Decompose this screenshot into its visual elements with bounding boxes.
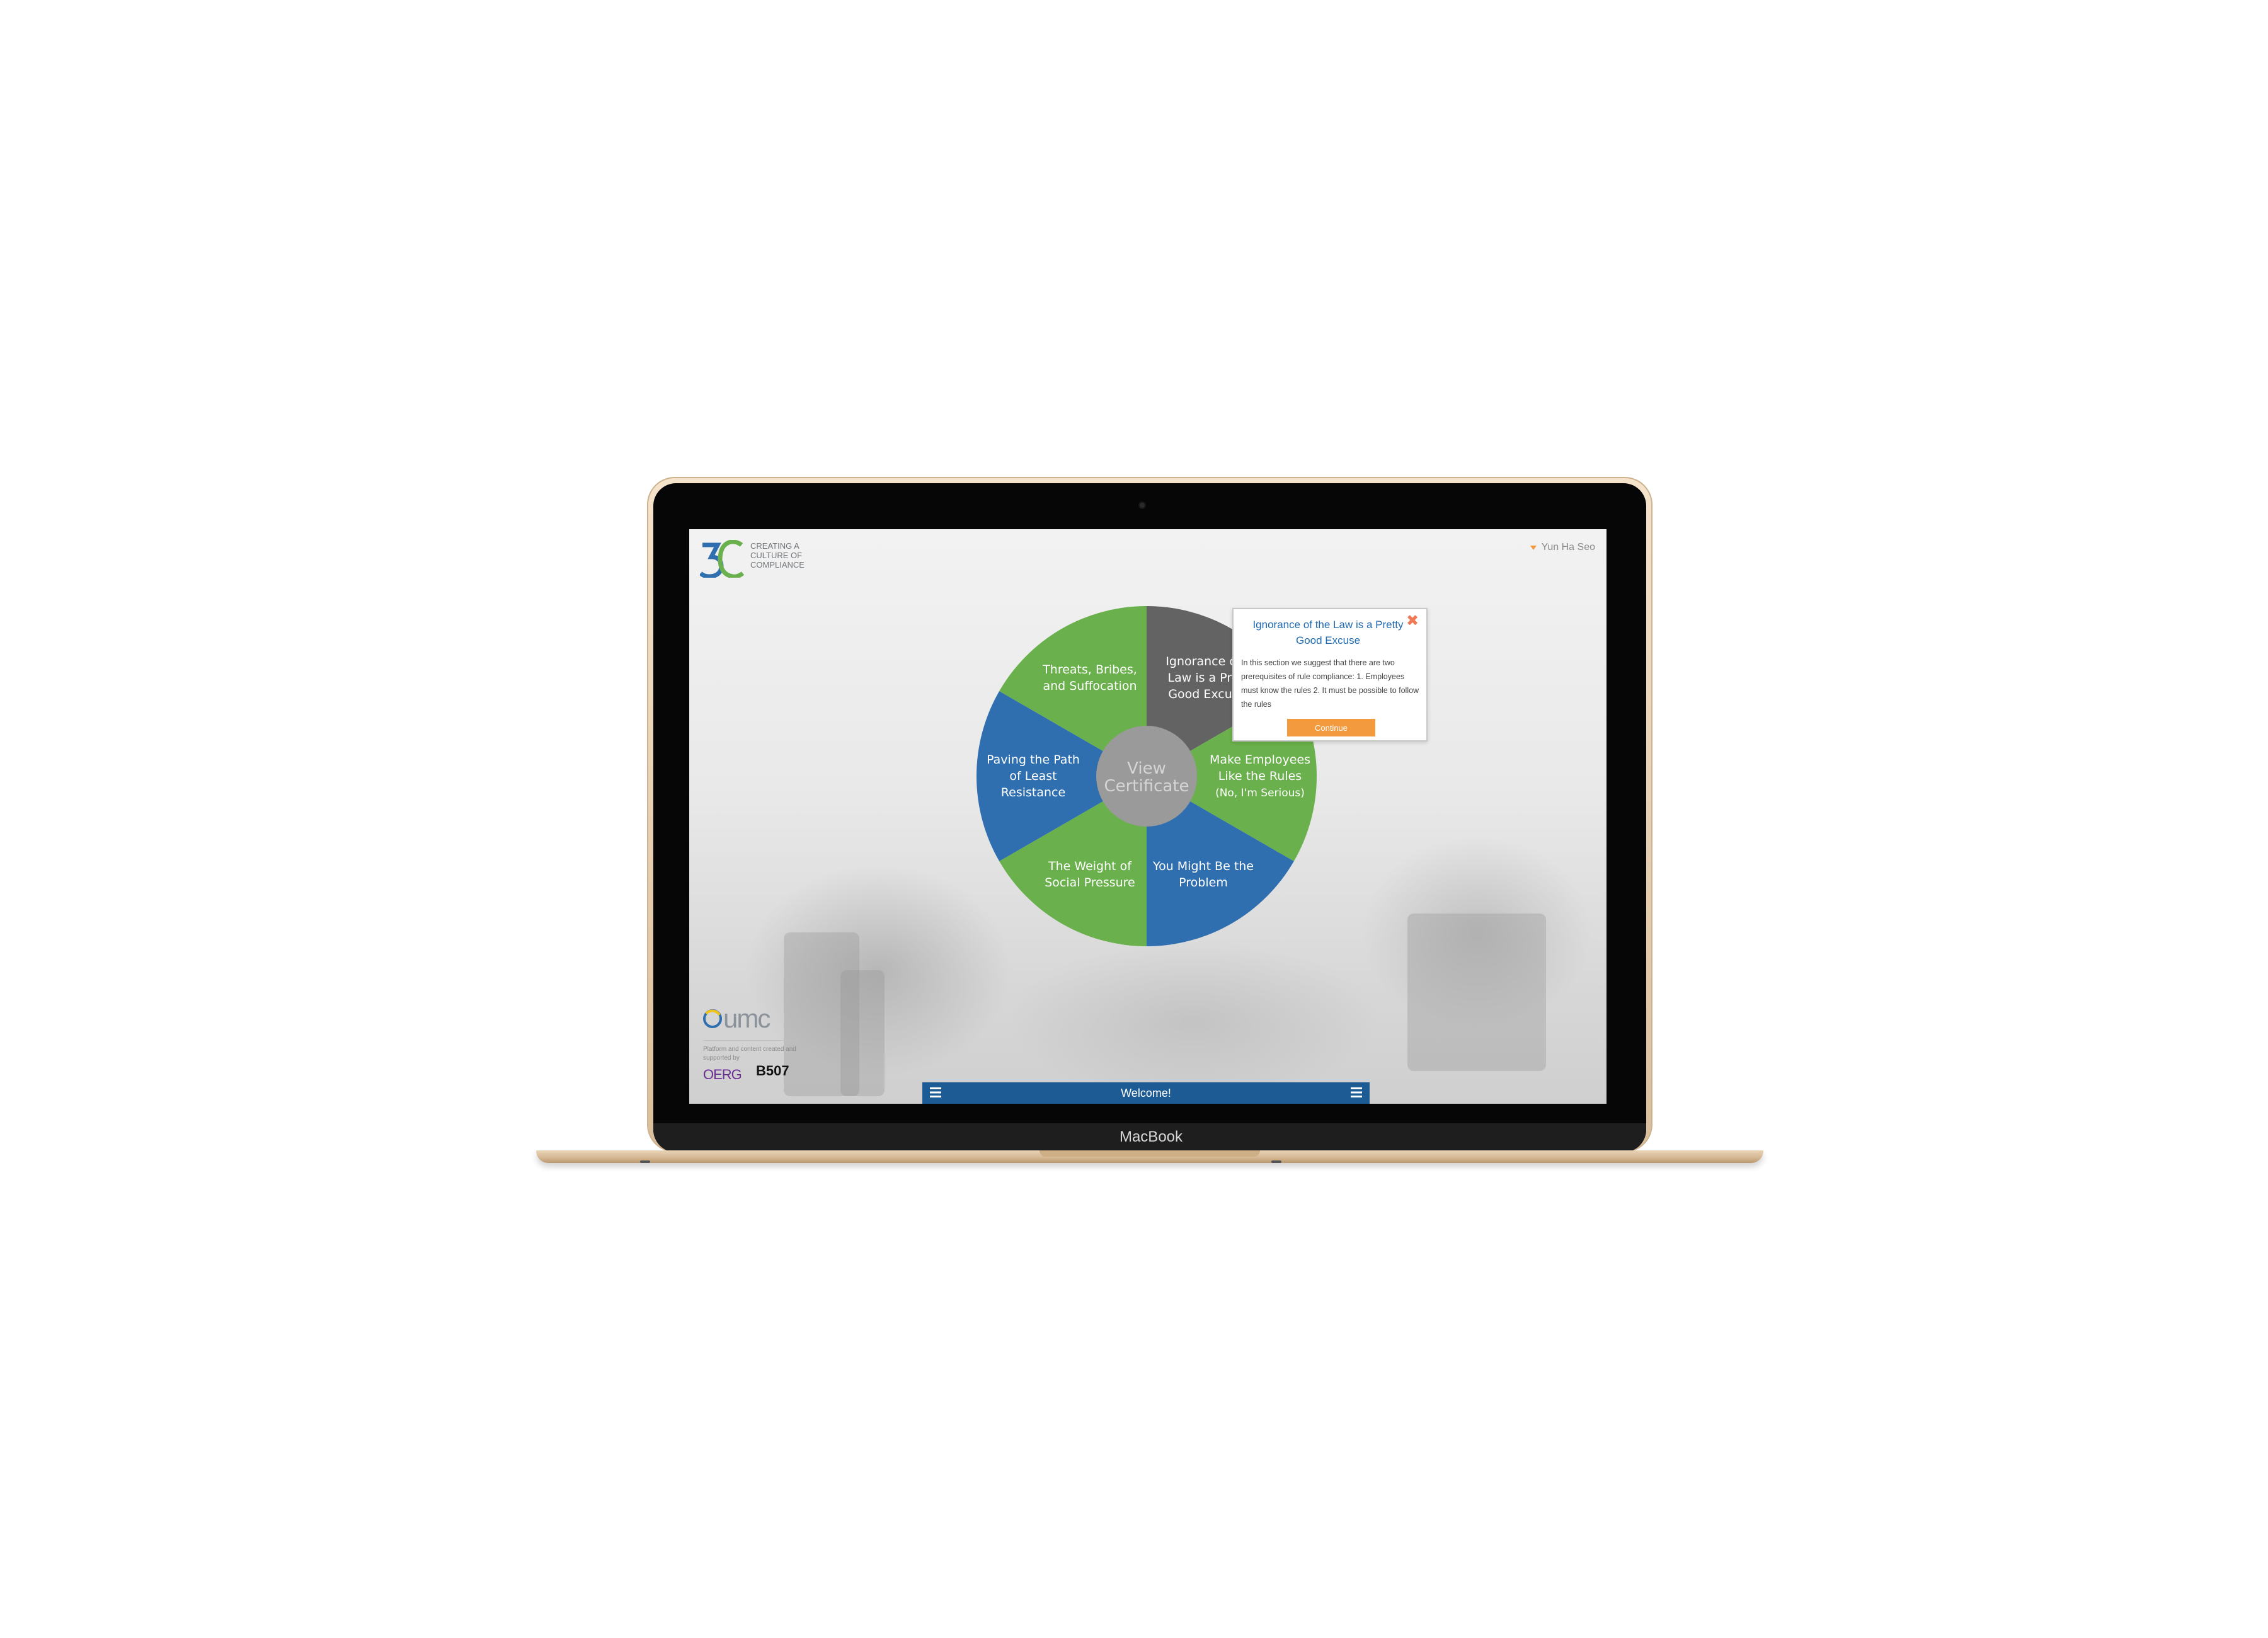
umc-logo[interactable]: umc <box>701 999 795 1034</box>
b507-logo[interactable]: B507 <box>756 1063 789 1079</box>
bezel-chin <box>653 1123 1646 1152</box>
laptop-notch <box>1040 1150 1260 1157</box>
module-popup: Ignorance of the Law is a Pretty Good Ex… <box>1232 608 1428 742</box>
brand-logo[interactable]: CREATING A CULTURE OF COMPLIANCE <box>700 540 813 578</box>
oerg-logo[interactable]: OERG <box>703 1067 742 1082</box>
camera-icon <box>1138 501 1146 509</box>
continue-button[interactable]: Continue <box>1287 719 1375 736</box>
view-certificate-label: View Certificate <box>1104 759 1189 796</box>
wheel-segment-label: Make Employees Like the Rules (No, I'm Ser… <box>1210 753 1310 799</box>
background-photo-shape <box>784 932 859 1096</box>
laptop-base <box>536 1150 1763 1163</box>
background-photo-shape <box>840 970 885 1096</box>
brand-tagline: CREATING A CULTURE OF COMPLIANCE <box>750 541 813 570</box>
brand-tagline-line: CULTURE OF <box>750 551 803 560</box>
sponsor-block: umc Platform and content created and sup… <box>701 999 801 1099</box>
user-name: Yun Ha Seo <box>1541 542 1595 553</box>
device-label: MacBook <box>1119 1128 1183 1145</box>
user-menu[interactable]: Yun Ha Seo <box>1530 541 1595 554</box>
chevron-down-icon <box>1530 545 1537 550</box>
divider <box>703 1040 798 1041</box>
wheel-segment-social[interactable] <box>999 776 1147 946</box>
wheel-segment-problem[interactable] <box>1147 776 1294 946</box>
umc-wordmark: umc <box>723 1004 770 1033</box>
close-icon[interactable]: ✖ <box>1406 612 1419 629</box>
wheel-segment-label: Paving the Path of Least Resistance <box>987 753 1080 799</box>
view-certificate-button[interactable] <box>1096 726 1197 827</box>
background-photo-shape <box>1407 914 1546 1071</box>
popup-title: Ignorance of the Law is a Pretty Good Ex… <box>1252 619 1404 646</box>
menu-icon[interactable] <box>930 1087 941 1097</box>
welcome-bar: Welcome! <box>922 1082 1370 1104</box>
laptop-foot <box>1271 1160 1281 1163</box>
popup-body: In this section we suggest that there ar… <box>1241 658 1419 709</box>
brand-tagline-line: COMPLIANCE <box>750 560 805 570</box>
wheel-segment-label: You Might Be the Problem <box>1152 859 1254 890</box>
wheel-segment-label: Threats, Bribes, and Suffocation <box>1042 663 1137 693</box>
brand-3c-icon <box>700 540 744 578</box>
wheel-segment-path[interactable] <box>976 691 1147 861</box>
sponsor-caption: Platform and content created and support… <box>703 1046 796 1062</box>
app-screen: CREATING A CULTURE OF COMPLIANCE Yun Ha … <box>689 529 1606 1104</box>
umc-ring-accent-icon <box>705 1009 721 1016</box>
laptop-foot <box>640 1160 650 1163</box>
wheel-segment-threats[interactable] <box>999 606 1147 776</box>
menu-icon[interactable] <box>1351 1087 1362 1097</box>
welcome-text: Welcome! <box>1121 1087 1171 1099</box>
brand-tagline-line: CREATING A <box>750 541 799 551</box>
wheel-segment-label: The Weight of Social Pressure <box>1045 859 1135 890</box>
wheel-segment-label: Ignorance of Law is a Pre Good Excus <box>1166 655 1242 701</box>
